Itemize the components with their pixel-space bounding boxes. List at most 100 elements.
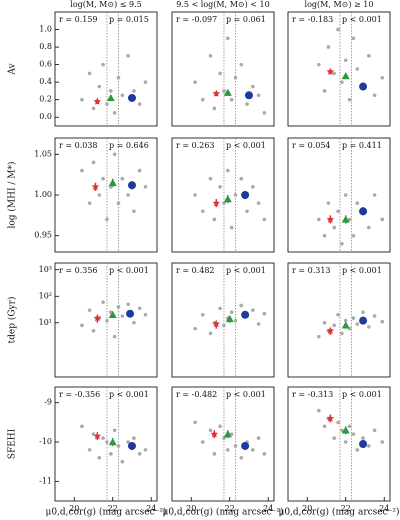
marker-circle <box>116 305 121 309</box>
marker-circle <box>351 36 356 41</box>
panel-frame <box>287 262 391 378</box>
marker-circle <box>109 452 113 456</box>
marker-circle <box>137 168 142 173</box>
marker-star <box>326 326 335 334</box>
marker-circle <box>226 448 230 452</box>
marker-circle <box>380 440 385 444</box>
marker-circle <box>251 448 255 452</box>
marker-circle <box>316 408 321 413</box>
annotation: p = 0.646 <box>109 141 149 150</box>
marker-circle <box>233 75 238 80</box>
annotation: r = 0.038 <box>59 141 98 150</box>
marker-circle <box>218 306 222 311</box>
annotation: p < 0.001 <box>226 390 266 399</box>
x-tick-label: 22 <box>108 504 118 513</box>
marker-circle <box>355 67 360 71</box>
marker-circle <box>218 185 222 189</box>
marker-circle <box>212 106 217 111</box>
marker-circle <box>355 448 360 452</box>
marker-circle <box>80 168 84 173</box>
y-tick-label: -10 <box>39 437 52 446</box>
annotation: r = 0.313 <box>292 266 331 275</box>
marker-circle <box>336 27 340 32</box>
marker-circle <box>208 54 213 58</box>
marker-circle <box>380 217 385 222</box>
y-tick-label: 0.8 <box>39 42 52 51</box>
marker-circle <box>347 97 352 102</box>
annotation: p < 0.001 <box>342 266 382 275</box>
panel-frame <box>171 137 275 253</box>
panel-frame <box>287 386 391 502</box>
marker-star <box>93 432 102 440</box>
panel-frame <box>171 262 275 378</box>
marker-circle <box>256 436 261 440</box>
marker-circle <box>262 311 267 316</box>
annotation: r = -0.183 <box>292 15 333 24</box>
annotation: p < 0.001 <box>226 141 266 150</box>
marker-circle <box>97 84 102 89</box>
marker-star <box>212 320 221 328</box>
marker-circle <box>359 82 368 91</box>
panel-frame <box>171 11 275 127</box>
marker-star <box>326 414 335 422</box>
marker-circle <box>101 62 105 67</box>
y-tick-label: 10¹ <box>39 318 52 327</box>
marker-circle <box>126 302 130 307</box>
marker-circle <box>326 201 331 205</box>
marker-circle <box>336 420 340 425</box>
y-axis-label: log (MHI / M*) <box>7 161 18 228</box>
marker-circle <box>127 441 136 450</box>
annotation: p < 0.001 <box>342 390 382 399</box>
marker-circle <box>200 209 205 214</box>
marker-circle <box>193 420 197 425</box>
y-axis-label: tdep (Gyr) <box>7 297 18 344</box>
marker-circle <box>200 440 205 444</box>
marker-circle <box>112 428 117 433</box>
marker-circle <box>226 36 230 41</box>
marker-circle <box>251 84 255 89</box>
marker-circle <box>101 300 105 304</box>
marker-star <box>212 89 221 97</box>
marker-circle <box>116 75 121 80</box>
marker-circle <box>126 54 130 58</box>
marker-star <box>326 67 335 75</box>
y-tick-label: 1.0 <box>39 25 52 34</box>
marker-circle <box>97 193 102 197</box>
marker-circle <box>105 318 109 323</box>
marker-circle <box>239 62 244 67</box>
marker-circle <box>212 217 217 222</box>
marker-triangle <box>108 310 117 318</box>
y-tick-label: 0.95 <box>34 231 52 240</box>
annotation: r = -0.482 <box>176 390 217 399</box>
marker-circle <box>87 308 92 312</box>
marker-circle <box>347 217 352 222</box>
marker-circle <box>256 201 261 205</box>
marker-circle <box>80 323 84 328</box>
marker-circle <box>340 80 344 84</box>
marker-circle <box>343 193 348 197</box>
marker-circle <box>343 58 348 63</box>
marker-circle <box>143 312 148 317</box>
marker-circle <box>120 93 125 98</box>
y-tick-label: 0.2 <box>39 95 52 104</box>
marker-circle <box>239 176 244 181</box>
annotation: p < 0.001 <box>226 266 266 275</box>
marker-circle <box>316 334 321 339</box>
x-tick-label: 24 <box>263 504 273 513</box>
marker-circle <box>355 201 360 205</box>
marker-circle <box>336 209 340 214</box>
marker-circle <box>322 424 327 429</box>
marker-circle <box>193 193 197 197</box>
y-tick-label: 0.4 <box>39 77 52 86</box>
marker-circle <box>372 93 377 98</box>
y-axis-label: Av <box>8 62 18 75</box>
marker-circle <box>105 217 109 222</box>
marker-circle <box>367 325 371 329</box>
marker-circle <box>351 316 356 320</box>
marker-circle <box>351 233 356 238</box>
marker-circle <box>239 303 244 308</box>
marker-circle <box>143 185 148 189</box>
marker-circle <box>316 62 321 67</box>
panel-frame <box>54 262 158 378</box>
marker-triangle <box>341 321 350 329</box>
